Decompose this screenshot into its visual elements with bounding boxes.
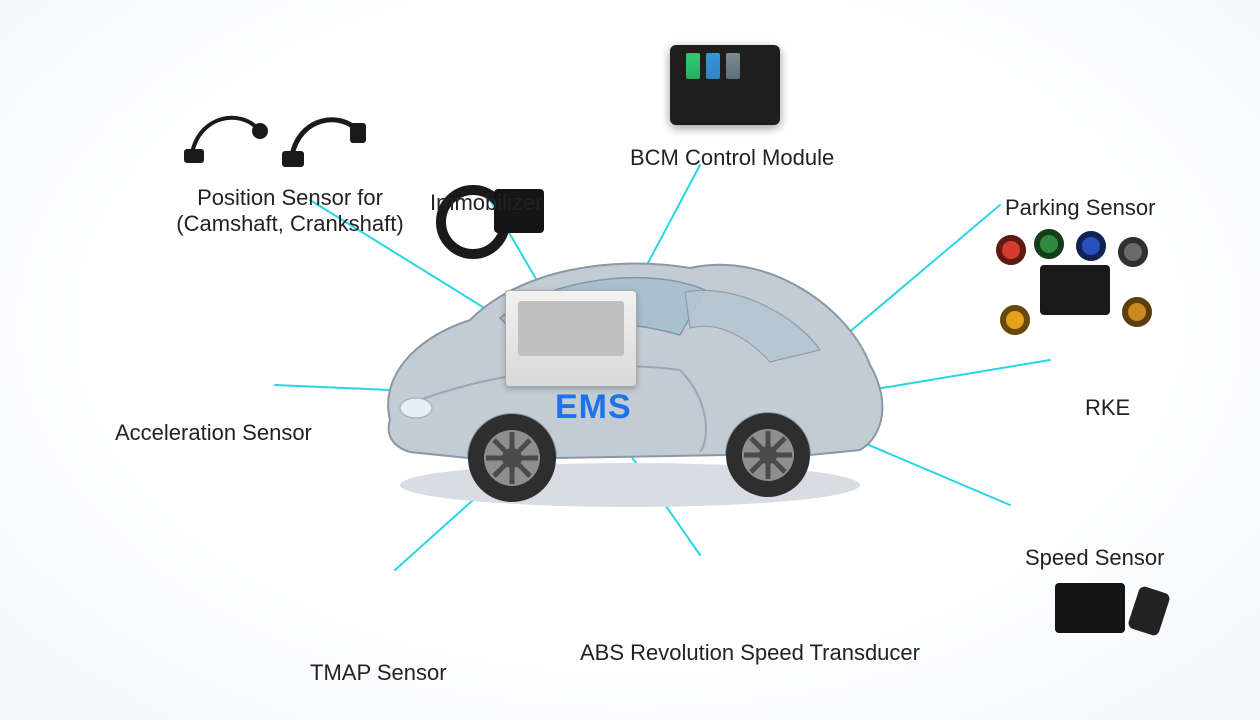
label-rke: RKE — [1085, 395, 1130, 421]
bcm-module-icon — [670, 45, 780, 125]
rke-icon — [1055, 575, 1175, 645]
ems-label: EMS — [555, 388, 632, 427]
ems-unit-icon — [505, 290, 637, 387]
label-tmap: TMAP Sensor — [310, 660, 447, 686]
label-position: Position Sensor for (Camshaft, Crankshaf… — [160, 185, 420, 238]
position-sensor-icon — [180, 95, 370, 175]
label-speed: Speed Sensor — [1025, 545, 1164, 571]
label-parking: Parking Sensor — [1005, 195, 1155, 221]
diagram-canvas: { "diagram": { "type": "infographic", "w… — [0, 0, 1260, 720]
label-abs: ABS Revolution Speed Transducer — [580, 640, 920, 666]
label-accel: Acceleration Sensor — [115, 420, 312, 446]
parking-sensor-icon — [990, 235, 1160, 345]
label-immobilizer: Immobilizer — [430, 190, 542, 216]
label-bcm: BCM Control Module — [630, 145, 834, 171]
